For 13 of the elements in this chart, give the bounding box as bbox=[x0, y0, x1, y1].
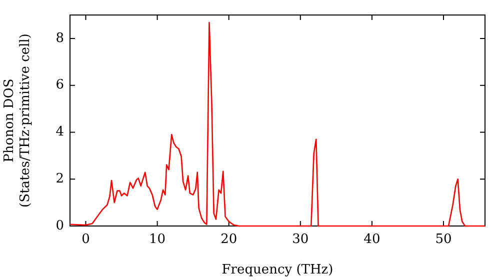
y-tick-label: 8 bbox=[56, 30, 64, 46]
y-tick-label: 0 bbox=[56, 218, 64, 234]
y-axis-title: Phonon DOS (States/THz·primitive cell) bbox=[2, 33, 33, 208]
y-tick-label: 6 bbox=[56, 78, 64, 93]
x-tick-label: 30 bbox=[292, 232, 309, 248]
y-tick-label: 2 bbox=[56, 171, 64, 186]
x-tick-label: 0 bbox=[82, 232, 90, 248]
x-tick-label: 20 bbox=[220, 232, 238, 248]
x-tick-label: 40 bbox=[364, 232, 380, 248]
x-tick-label: 10 bbox=[149, 232, 166, 248]
x-tick-label: 50 bbox=[435, 232, 452, 248]
x-axis-title: Frequency (THz) bbox=[222, 262, 334, 278]
y-tick-label: 4 bbox=[56, 124, 64, 140]
